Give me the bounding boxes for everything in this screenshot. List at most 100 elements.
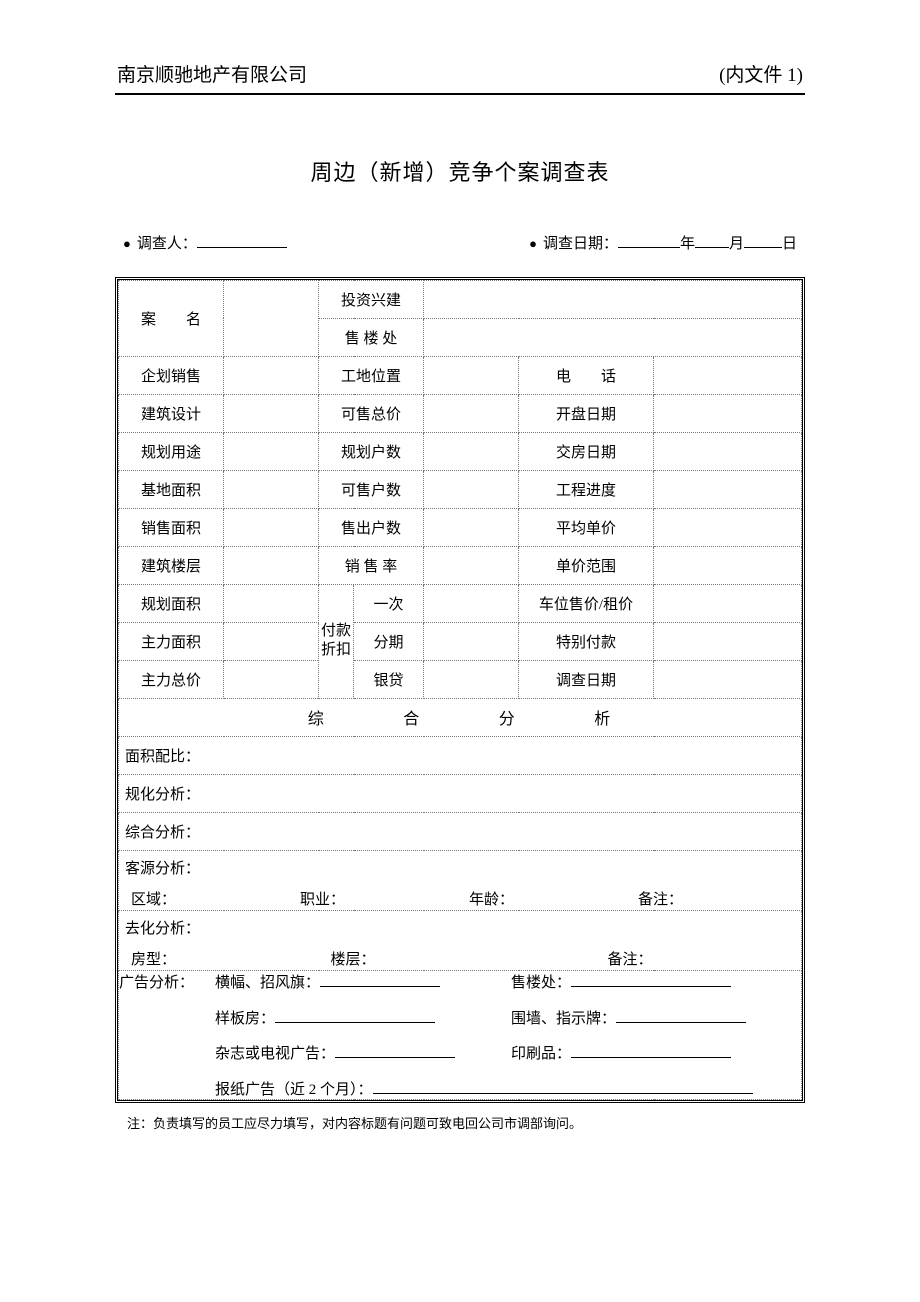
label-absorption: 去化分析： (125, 917, 801, 938)
field-unit-type[interactable]: 房型： (125, 948, 325, 969)
label-parking: 车位售价/租价 (519, 584, 654, 622)
field-print[interactable]: 印刷品： (511, 1042, 801, 1064)
label-main-total: 主力总价 (119, 660, 224, 698)
label-pay-discount: 付款折扣 (319, 584, 354, 698)
value-invest-build[interactable] (424, 280, 802, 318)
section-header-analysis: 综 合 分 析 (119, 698, 802, 736)
value-installment[interactable] (424, 622, 519, 660)
value-floors[interactable] (224, 546, 319, 584)
label-customer-analysis: 客源分析： (125, 857, 801, 878)
label-case-name: 案 名 (119, 280, 224, 356)
label-sales-office: 售 楼 处 (319, 318, 424, 356)
label-once: 一次 (354, 584, 424, 622)
label-arch-design: 建筑设计 (119, 394, 224, 432)
value-open-date[interactable] (654, 394, 802, 432)
value-main-area[interactable] (224, 622, 319, 660)
field-mag-tv[interactable]: 杂志或电视广告： (215, 1042, 505, 1064)
label-plan-sales: 企划销售 (119, 356, 224, 394)
label-area-ratio: 面积配比： (125, 749, 200, 765)
month-blank[interactable] (695, 231, 729, 248)
label-delivery-date: 交房日期 (519, 432, 654, 470)
value-plan-sales[interactable] (224, 356, 319, 394)
investigator-blank[interactable] (197, 231, 287, 248)
label-plan-units: 规划户数 (319, 432, 424, 470)
value-sales-area[interactable] (224, 508, 319, 546)
row-customer-analysis: 客源分析： 区域： 职业： 年龄： 备注： (119, 850, 802, 910)
section-char-2: 合 (403, 705, 421, 729)
value-sales-office[interactable] (424, 318, 802, 356)
field-remark-2[interactable]: 备注： (601, 948, 801, 969)
field-region[interactable]: 区域： (125, 888, 294, 909)
value-avail-units[interactable] (424, 470, 519, 508)
label-main-area: 主力面积 (119, 622, 224, 660)
field-remark-1[interactable]: 备注： (632, 888, 801, 909)
bullet-icon: ● (529, 237, 537, 250)
label-total-price: 可售总价 (319, 394, 424, 432)
value-parking[interactable] (654, 584, 802, 622)
field-model-house[interactable]: 样板房： (215, 1006, 505, 1028)
value-plan-area[interactable] (224, 584, 319, 622)
label-avail-units: 可售户数 (319, 470, 424, 508)
field-banner[interactable]: 横幅、招风旗： (215, 971, 505, 993)
header-separator (115, 93, 805, 95)
survey-table: 案 名 投资兴建 售 楼 处 企划销售 工地位置 电 话 建筑设计 可售总价 开… (118, 280, 802, 1100)
label-sell-rate: 销 售 率 (319, 546, 424, 584)
value-base-area[interactable] (224, 470, 319, 508)
value-main-total[interactable] (224, 660, 319, 698)
label-site-location: 工地位置 (319, 356, 424, 394)
value-plan-use[interactable] (224, 432, 319, 470)
section-char-4: 析 (594, 705, 612, 729)
label-comp-analysis: 综合分析： (125, 825, 200, 841)
year-blank[interactable] (618, 231, 680, 248)
company-name: 南京顺驰地产有限公司 (117, 60, 307, 87)
field-age[interactable]: 年龄： (463, 888, 632, 909)
bullet-icon: ● (123, 237, 131, 250)
value-phone[interactable] (654, 356, 802, 394)
value-progress[interactable] (654, 470, 802, 508)
label-bank-loan: 银贷 (354, 660, 424, 698)
value-once[interactable] (424, 584, 519, 622)
value-survey-date[interactable] (654, 660, 802, 698)
value-delivery-date[interactable] (654, 432, 802, 470)
month-suffix: 月 (729, 232, 744, 253)
value-sell-rate[interactable] (424, 546, 519, 584)
row-ad-analysis: 广告分析： 横幅、招风旗： 售楼处： 样板房： 围墙、指示牌： 杂志或电视广告：… (119, 970, 802, 1099)
day-blank[interactable] (744, 231, 782, 248)
label-survey-date: 调查日期 (519, 660, 654, 698)
value-price-range[interactable] (654, 546, 802, 584)
survey-date-field: ● 调查日期： 年 月 日 (529, 231, 797, 253)
label-progress: 工程进度 (519, 470, 654, 508)
row-plan-analysis[interactable]: 规化分析： (119, 774, 802, 812)
section-char-3: 分 (499, 705, 517, 729)
value-special-pay[interactable] (654, 622, 802, 660)
row-absorption: 去化分析： 房型： 楼层： 备注： (119, 910, 802, 970)
value-total-price[interactable] (424, 394, 519, 432)
value-plan-units[interactable] (424, 432, 519, 470)
label-avg-price: 平均单价 (519, 508, 654, 546)
meta-row: ● 调查人： ● 调查日期： 年 月 日 (115, 231, 805, 253)
label-plan-analysis: 规化分析： (125, 787, 200, 803)
label-sold-units: 售出户数 (319, 508, 424, 546)
field-sales-center[interactable]: 售楼处： (511, 971, 801, 993)
label-phone: 电 话 (519, 356, 654, 394)
field-floor[interactable]: 楼层： (325, 948, 602, 969)
label-floors: 建筑楼层 (119, 546, 224, 584)
row-comp-analysis[interactable]: 综合分析： (119, 812, 802, 850)
label-plan-use: 规划用途 (119, 432, 224, 470)
label-base-area: 基地面积 (119, 470, 224, 508)
investigator-field: ● 调查人： (123, 231, 287, 253)
label-invest-build: 投资兴建 (319, 280, 424, 318)
label-price-range: 单价范围 (519, 546, 654, 584)
value-case-name[interactable] (224, 280, 319, 356)
field-occupation[interactable]: 职业： (294, 888, 463, 909)
field-newspaper[interactable]: 报纸广告（近 2 个月）： (215, 1077, 801, 1099)
page-header: 南京顺驰地产有限公司 (内文件 1) (115, 60, 805, 89)
value-avg-price[interactable] (654, 508, 802, 546)
value-site-location[interactable] (424, 356, 519, 394)
row-area-ratio[interactable]: 面积配比： (119, 736, 802, 774)
value-arch-design[interactable] (224, 394, 319, 432)
field-fence-signs[interactable]: 围墙、指示牌： (511, 1006, 801, 1028)
label-installment: 分期 (354, 622, 424, 660)
value-bank-loan[interactable] (424, 660, 519, 698)
value-sold-units[interactable] (424, 508, 519, 546)
